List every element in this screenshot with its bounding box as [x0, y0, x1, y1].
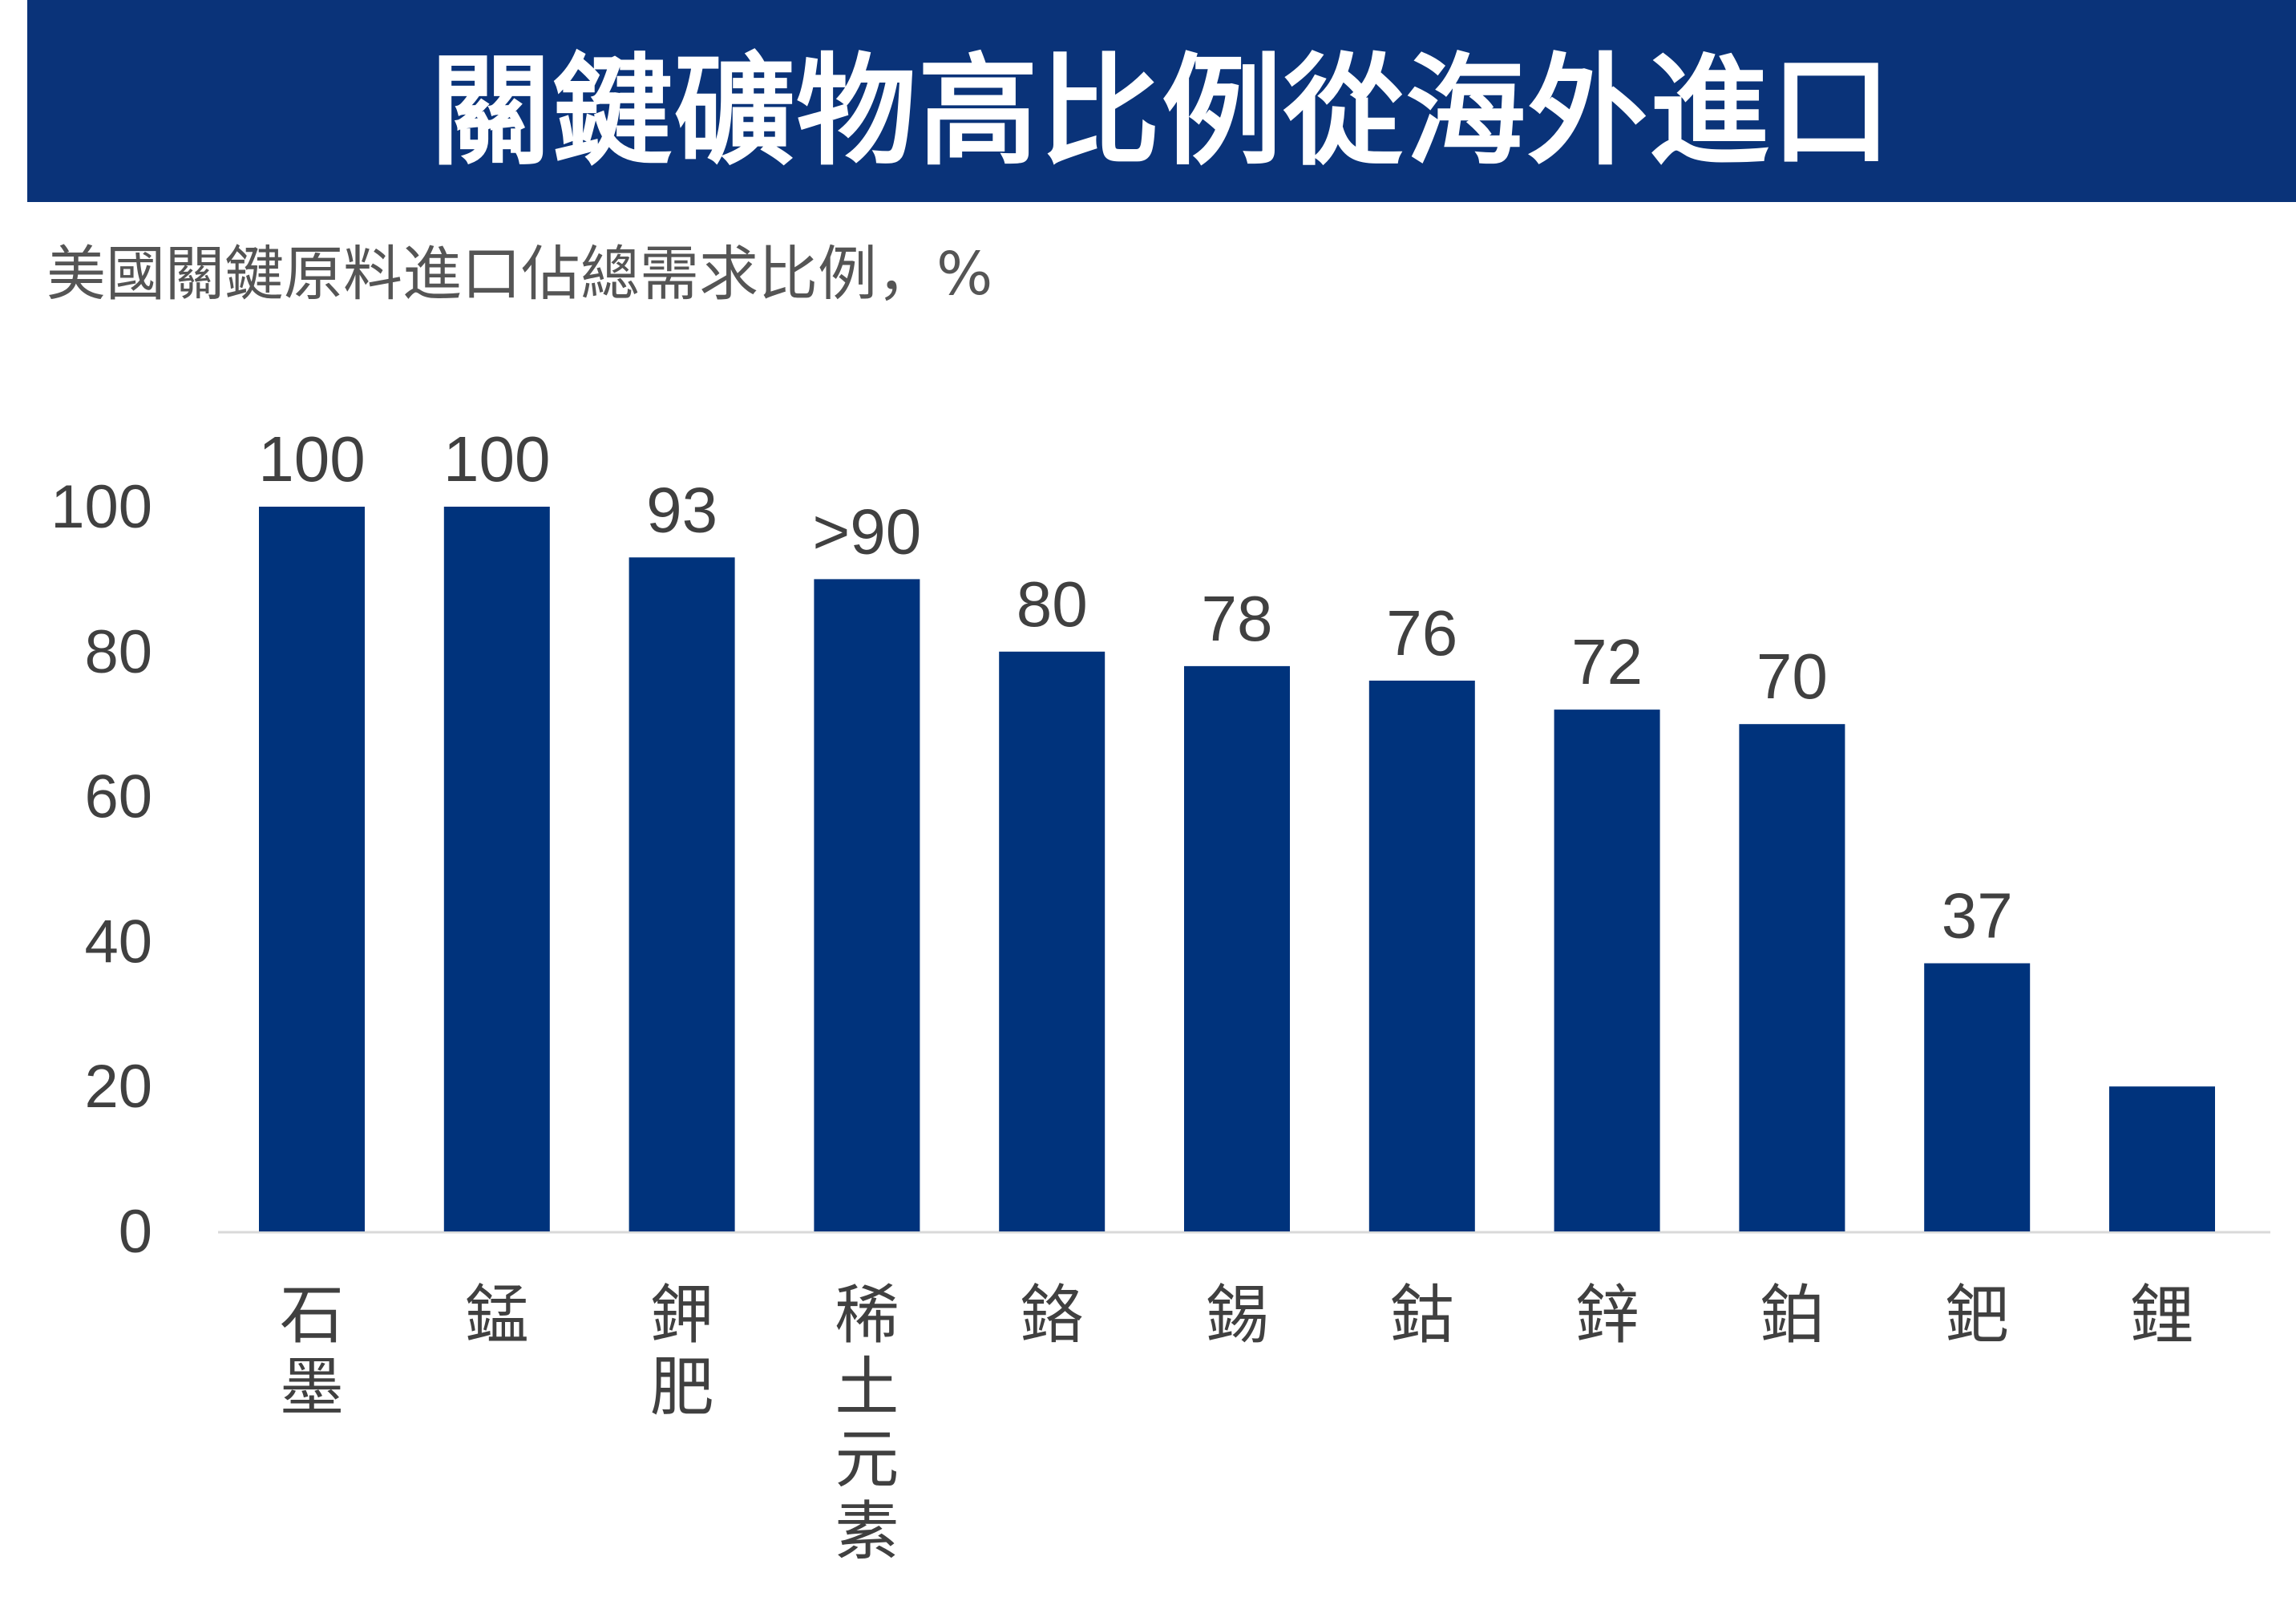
y-tick-label: 0	[119, 1198, 152, 1266]
bar	[814, 579, 920, 1231]
bar	[1184, 665, 1290, 1231]
data-label: 93	[646, 474, 718, 545]
x-tick-label: 錫	[1205, 1280, 1269, 1351]
bar	[259, 507, 365, 1231]
y-tick-label: 20	[84, 1053, 152, 1121]
x-tick-label: 鉻	[1020, 1280, 1084, 1351]
data-label: 100	[258, 423, 365, 495]
chart-subtitle: 美國關鍵原料進口佔總需求比例，%	[46, 240, 993, 309]
data-label: 78	[1202, 583, 1273, 654]
x-tick-label: 石墨	[280, 1280, 344, 1423]
data-label: 80	[1017, 568, 1088, 640]
bar	[2109, 1086, 2215, 1231]
y-tick-label: 80	[84, 618, 152, 686]
data-label: 72	[1571, 626, 1643, 697]
data-label: 70	[1756, 641, 1828, 712]
data-label: 76	[1386, 597, 1457, 669]
x-tick-label: 錳	[465, 1280, 529, 1351]
x-tick-label: 鉑	[1760, 1280, 1824, 1351]
bar	[629, 557, 735, 1231]
x-tick-label: 鋰	[2130, 1280, 2194, 1351]
x-tick-label: 鈀	[1945, 1280, 2009, 1351]
x-tick-label: 鋅	[1575, 1280, 1639, 1351]
y-tick-label: 40	[84, 908, 152, 976]
y-tick-label: 100	[51, 473, 152, 541]
data-label: 100	[443, 423, 550, 495]
data-label: >90	[813, 495, 922, 567]
data-label: 37	[1942, 880, 2013, 952]
chart-title: 關鍵礦物高比例從海外進口	[430, 42, 1893, 182]
bar	[1368, 680, 1475, 1231]
x-tick-label: 鉀肥	[650, 1280, 714, 1423]
bar	[1739, 724, 1845, 1231]
bar	[1554, 710, 1660, 1231]
x-tick-label: 鈷	[1390, 1280, 1454, 1351]
bar	[1924, 963, 2031, 1231]
title-bar: 關鍵礦物高比例從海外進口	[27, 0, 2296, 202]
bar	[443, 507, 550, 1231]
x-tick-label: 稀土元素	[835, 1280, 899, 1567]
bar	[999, 651, 1106, 1231]
y-tick-label: 60	[84, 763, 152, 831]
